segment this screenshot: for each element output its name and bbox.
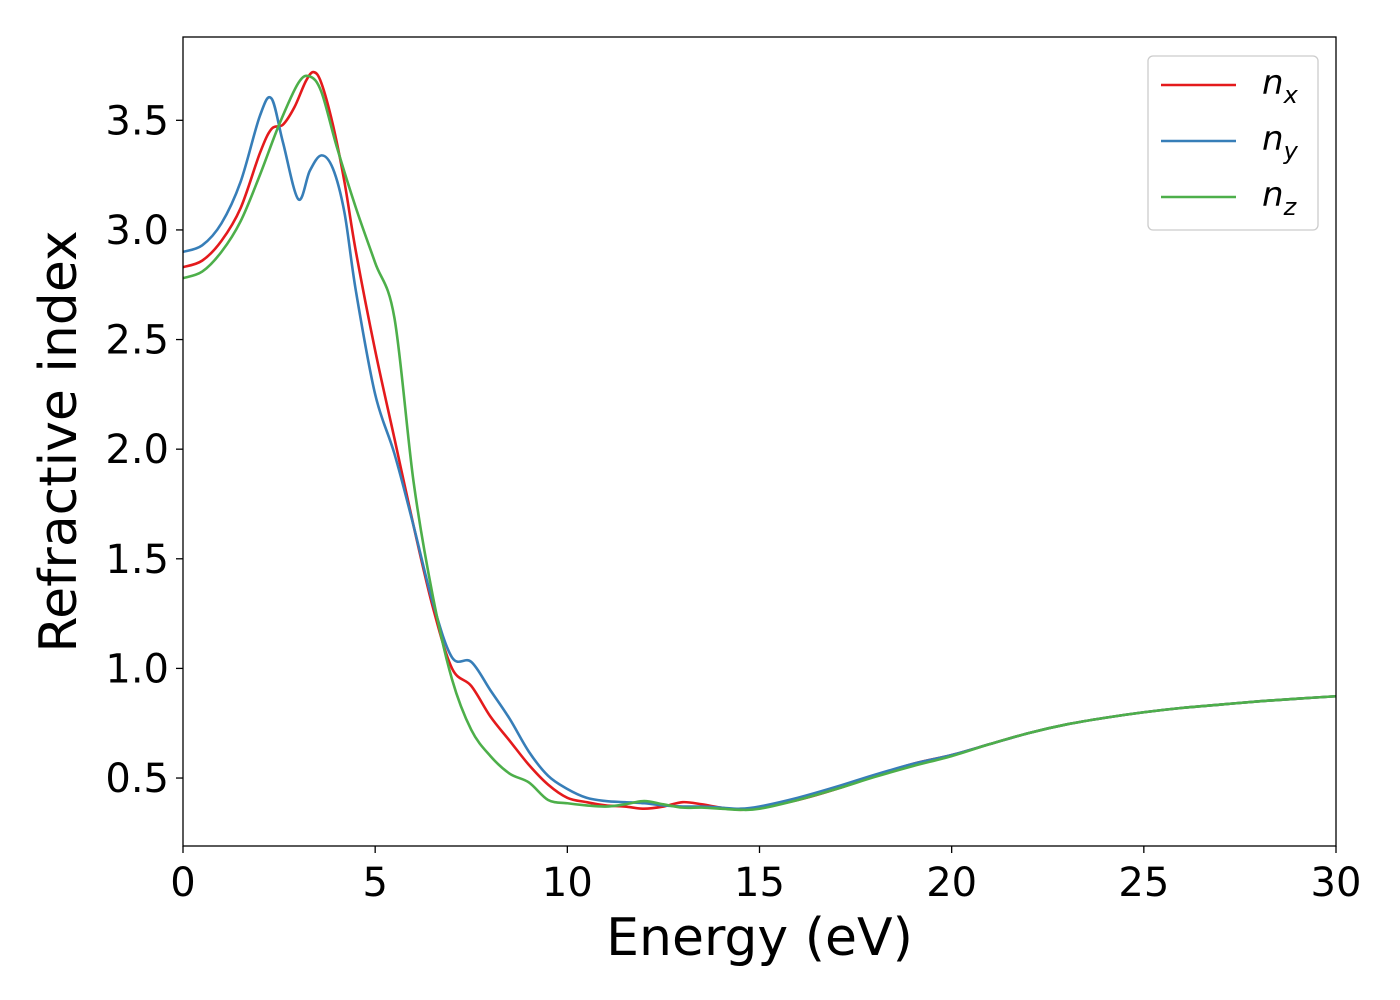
y-axis-ticks: 0.5 1.0 1.5 2.0 2.5 3.0 3.5 <box>105 98 183 802</box>
y-tick-label: 0.5 <box>105 756 169 802</box>
x-tick-label: 25 <box>1118 860 1169 906</box>
legend-box <box>1147 55 1319 231</box>
y-tick-label: 3.0 <box>105 208 169 254</box>
x-tick-label: 30 <box>1311 860 1362 906</box>
legend-label-x: nx <box>1262 63 1299 109</box>
legend-label-y: ny <box>1262 119 1299 165</box>
x-tick-label: 10 <box>542 860 593 906</box>
x-axis-label: Energy (eV) <box>606 908 913 968</box>
y-tick-label: 2.5 <box>105 318 169 364</box>
y-tick-label: 3.5 <box>105 98 169 144</box>
series-layer <box>183 70 1336 812</box>
legend: nx ny nz <box>1147 55 1319 231</box>
series-line-z <box>183 74 1336 812</box>
x-tick-label: 5 <box>362 860 387 906</box>
y-tick-label: 1.5 <box>105 537 169 583</box>
y-tick-label: 1.0 <box>105 646 169 692</box>
x-tick-label: 15 <box>734 860 785 906</box>
x-tick-label: 20 <box>926 860 977 906</box>
legend-label-z: nz <box>1262 175 1298 221</box>
x-axis-ticks: 0 5 10 15 20 25 30 <box>170 846 1361 906</box>
y-axis-label: Refractive index <box>29 230 89 652</box>
x-tick-label: 0 <box>170 860 195 906</box>
y-tick-label: 2.0 <box>105 427 169 473</box>
